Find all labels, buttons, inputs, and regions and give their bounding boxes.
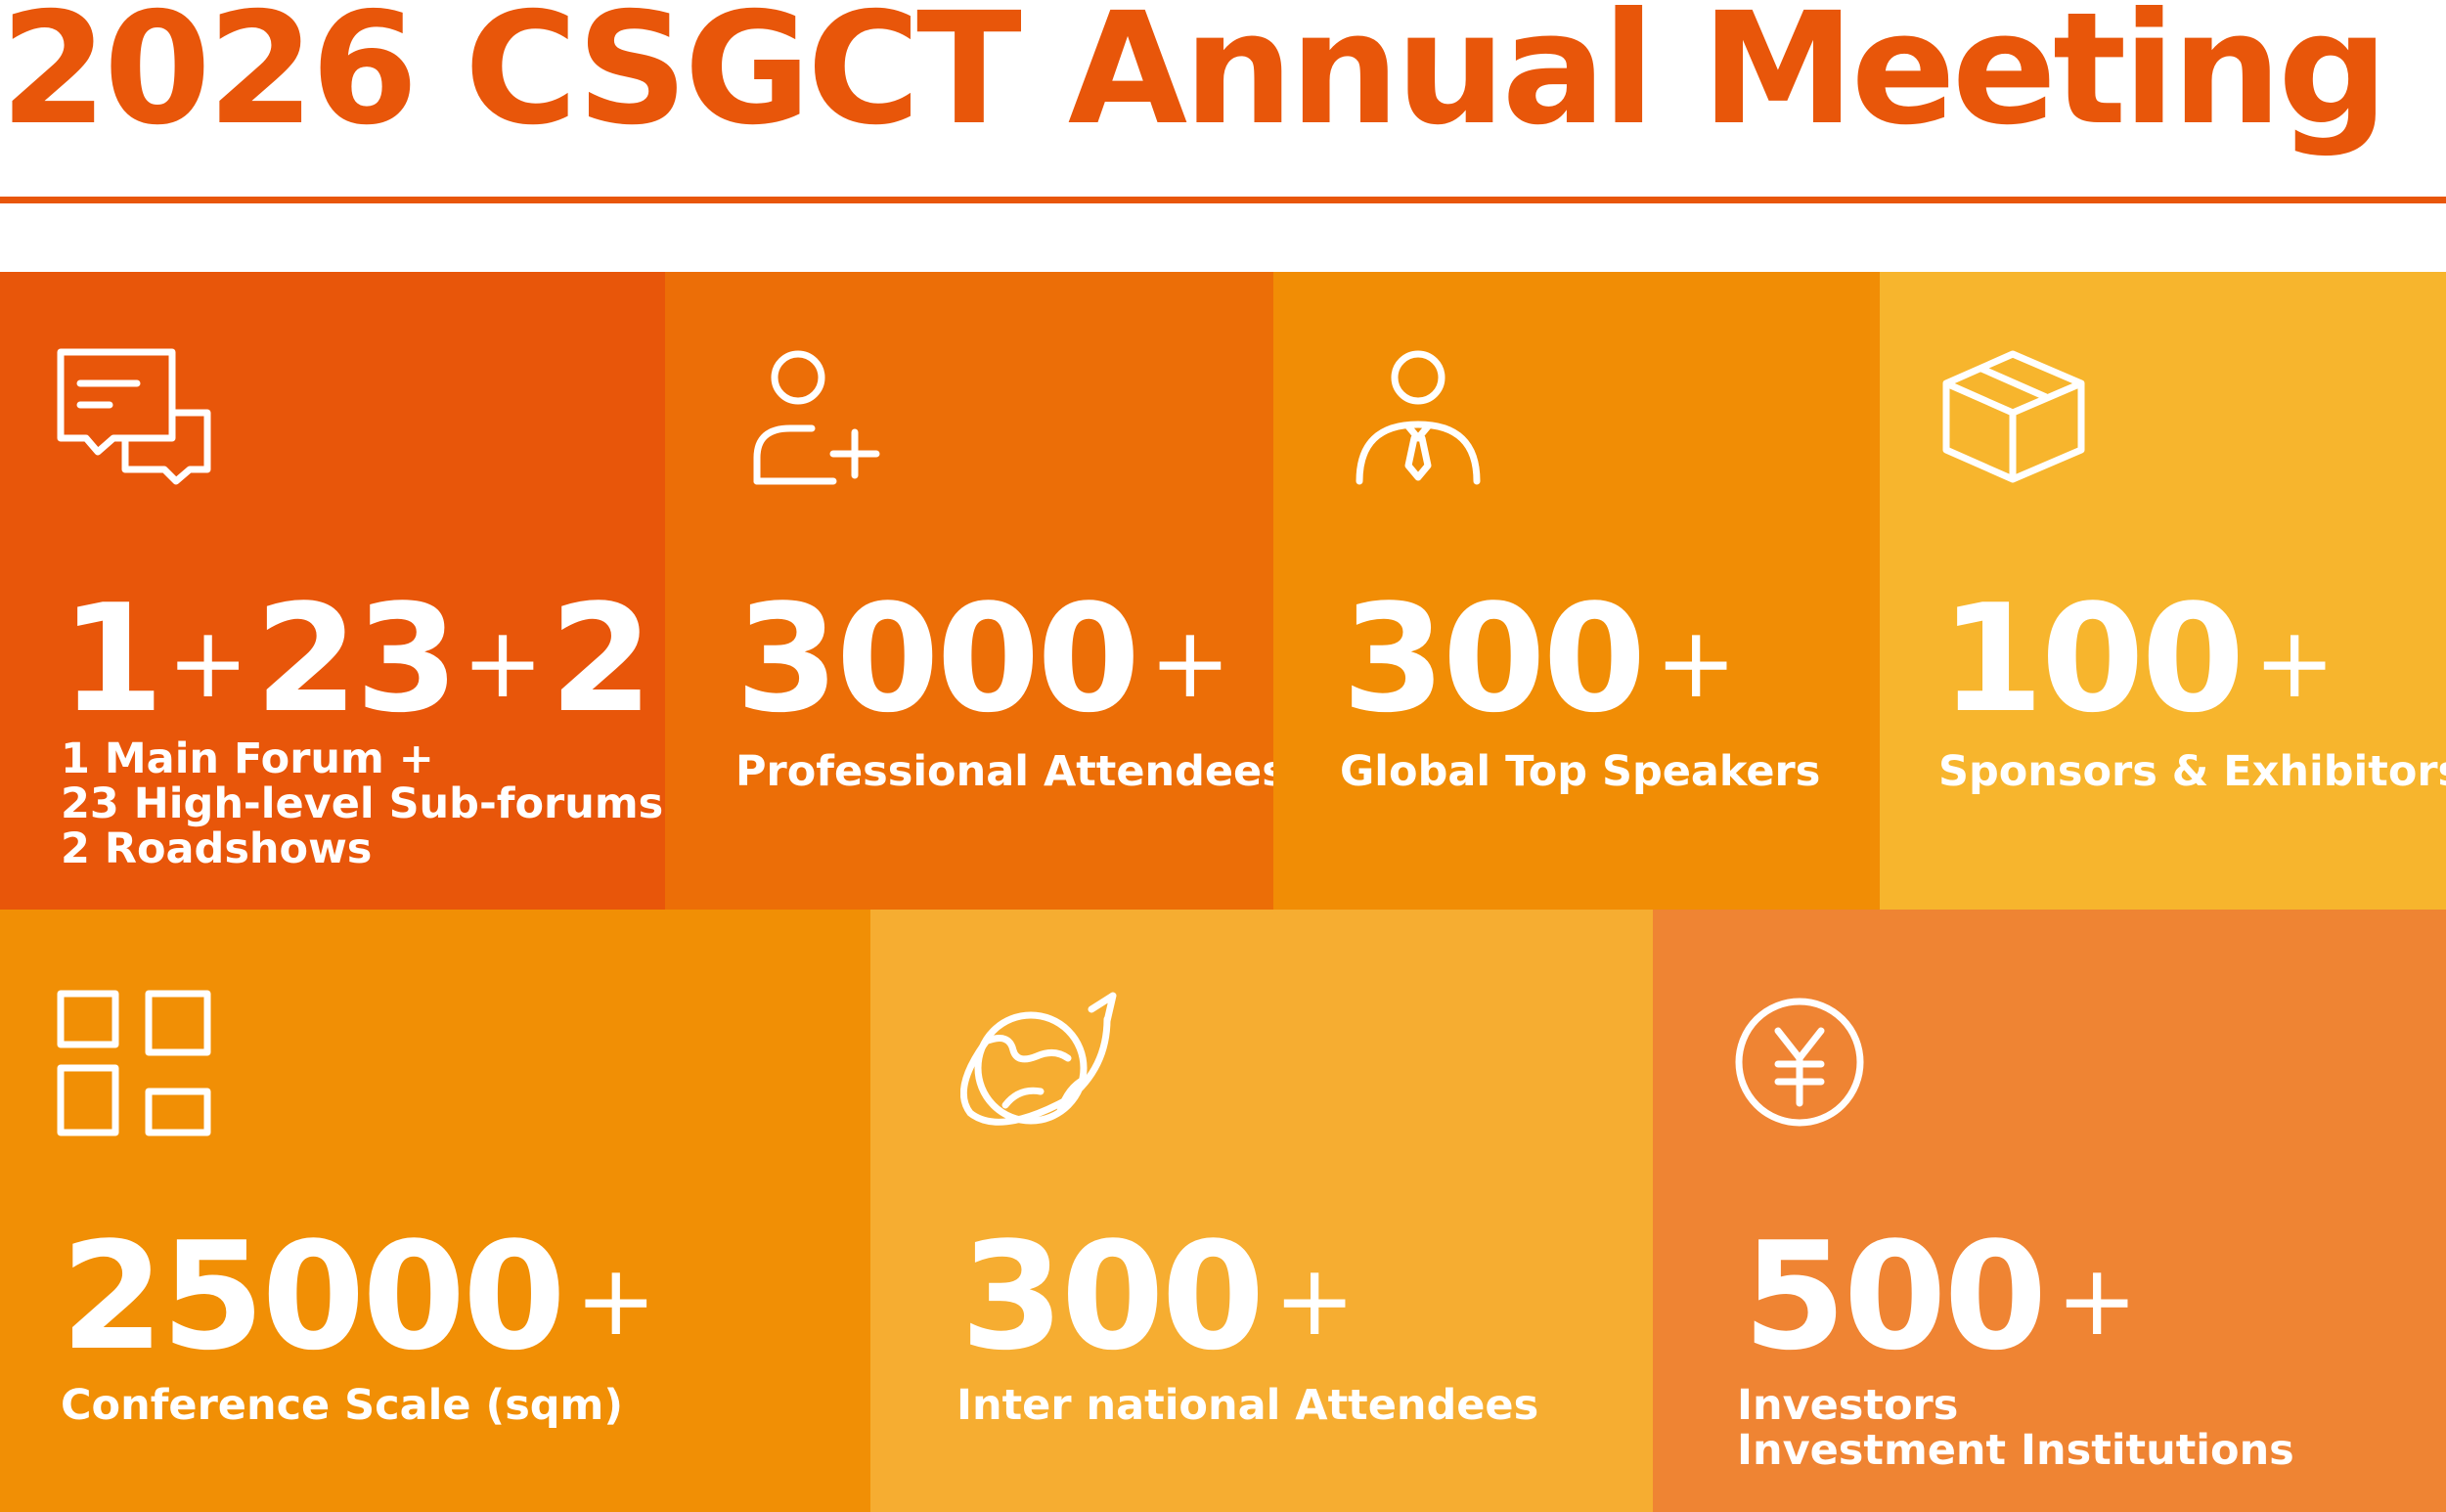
stat-value-speakers: 300 + bbox=[1342, 572, 1738, 745]
chat-bubbles-icon bbox=[57, 348, 213, 485]
stat-label-speakers: Global Top Speakers bbox=[1340, 747, 1821, 796]
stat-label-forums: 1 Main Forum + 23 High-level Sub-forums … bbox=[61, 734, 665, 873]
tile-speakers: 300 + Global Top Speakers bbox=[1273, 272, 1880, 910]
tile-scale: 25000 + Conference Scale (sqm) bbox=[0, 910, 870, 1512]
stat-label-scale: Conference Scale (sqm) bbox=[61, 1381, 624, 1430]
add-user-icon bbox=[751, 348, 888, 485]
tile-investors: 500 + Investors Investment Institutions bbox=[1653, 910, 2446, 1512]
yen-coin-icon bbox=[1733, 996, 1870, 1133]
stat-value-attendees: 3000 + bbox=[735, 572, 1231, 745]
stat-value-investors: 500 + bbox=[1743, 1210, 2139, 1383]
tile-sponsors: 100 + Sponsors & Exhibitors bbox=[1880, 272, 2446, 910]
grid-icon bbox=[57, 990, 213, 1136]
stat-label-international: Inter national Attendees bbox=[956, 1381, 1539, 1430]
title-divider bbox=[0, 197, 2446, 203]
stat-value-scale: 25000 + bbox=[61, 1210, 657, 1383]
stat-value-international: 300 + bbox=[960, 1210, 1356, 1383]
tile-international: 300 + Inter national Attendees bbox=[870, 910, 1653, 1512]
speaker-person-icon bbox=[1352, 348, 1489, 485]
box-icon bbox=[1940, 348, 2087, 485]
tile-attendees: 3000 + Professional Attendees bbox=[665, 272, 1273, 910]
stat-label-sponsors: Sponsors & Exhibitors bbox=[1938, 747, 2446, 796]
page-title: 2026 CSGCT Annual Meeting bbox=[0, 0, 2388, 159]
stat-value-forums: 1+23+2 bbox=[61, 572, 653, 745]
planet-icon bbox=[960, 990, 1117, 1136]
tile-forums: 1+23+2 1 Main Forum + 23 High-level Sub-… bbox=[0, 272, 665, 910]
stat-label-attendees: Professional Attendees bbox=[735, 747, 1273, 796]
stat-label-investors: Investors Investment Institutions bbox=[1737, 1381, 2294, 1475]
stat-value-sponsors: 100 + bbox=[1940, 572, 2336, 745]
